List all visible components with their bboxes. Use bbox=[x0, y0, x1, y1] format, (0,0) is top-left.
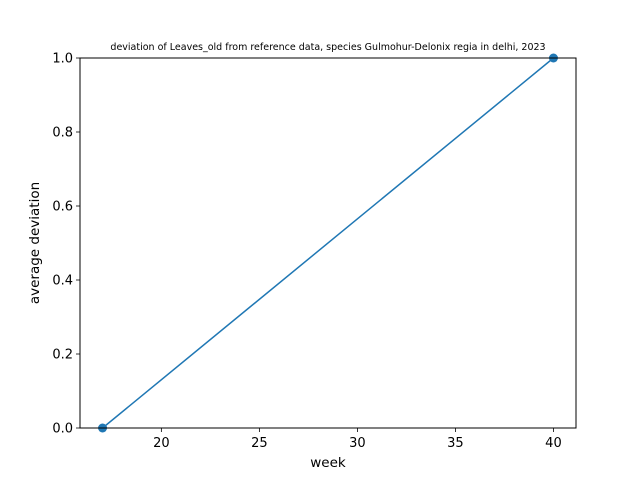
x-tick-label: 40 bbox=[545, 436, 562, 451]
x-tick-label: 20 bbox=[153, 436, 170, 451]
y-tick-label: 0.8 bbox=[52, 126, 73, 141]
plot-frame bbox=[79, 57, 577, 429]
chart-title: deviation of Leaves_old from reference d… bbox=[110, 42, 545, 53]
x-tick-label: 25 bbox=[251, 436, 268, 451]
x-tick-label: 35 bbox=[447, 436, 464, 451]
y-ticks: 0.0 0.2 0.4 0.6 0.8 1.0 bbox=[52, 52, 80, 437]
y-axis-label: average deviation bbox=[27, 182, 43, 304]
y-tick-label: 0.6 bbox=[52, 200, 73, 215]
x-tick-label: 30 bbox=[349, 436, 366, 451]
y-tick-label: 0.2 bbox=[52, 348, 73, 363]
y-tick-label: 1.0 bbox=[52, 52, 73, 67]
y-tick-label: 0.4 bbox=[52, 274, 73, 289]
x-axis-label: week bbox=[310, 455, 346, 471]
plot-layer bbox=[98, 53, 558, 433]
series-line bbox=[102, 57, 554, 429]
x-ticks: 20 25 30 35 40 bbox=[153, 428, 562, 451]
y-tick-label: 0.0 bbox=[52, 422, 73, 437]
